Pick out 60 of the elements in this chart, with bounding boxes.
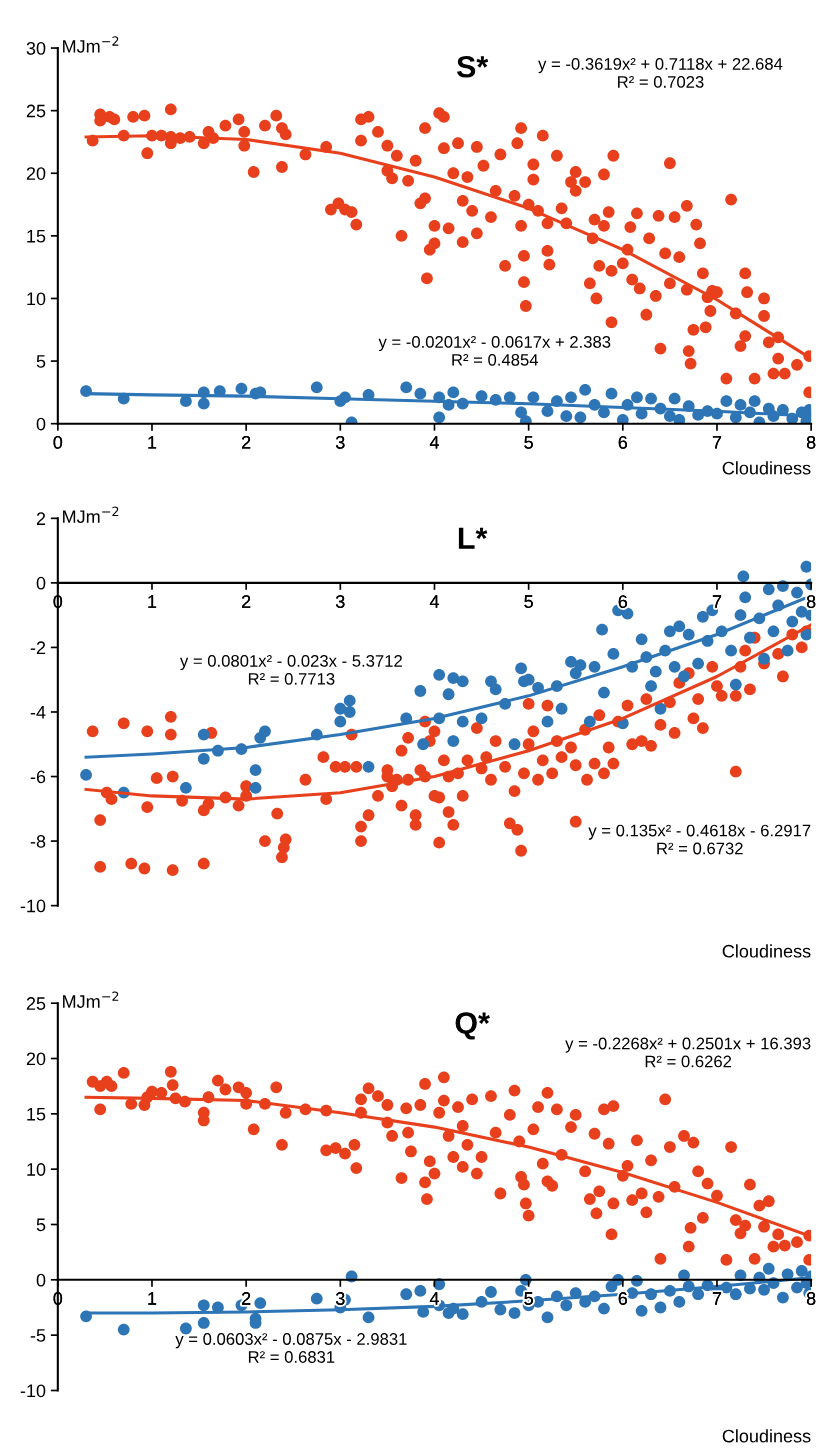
y-tick-label: 25 [26, 104, 46, 118]
chart-title: L* [458, 527, 488, 549]
x-tick-label: 2 [242, 1292, 251, 1305]
annotation: y = -0.3619x² + 0.7118x + 22.684 R² = 0.7023 [538, 58, 783, 88]
y-tick-label: 0 [36, 1273, 46, 1287]
x-tick-label: 6 [618, 595, 628, 608]
annotation: y = -0.0201x² - 0.0617x + 2.383 R² = 0.4854 [378, 336, 611, 366]
y-tick-label: -8 [30, 835, 46, 848]
x-axis-title: Cloudiness [722, 1429, 811, 1443]
x-tick-label: 3 [335, 435, 345, 449]
x-tick-label: 0 [53, 435, 63, 449]
y-tick-label: -6 [30, 770, 46, 784]
x-tick-label: 5 [524, 436, 533, 449]
y-tick-label: 10 [27, 1163, 46, 1176]
x-tick-label: 5 [524, 595, 533, 608]
y-tick-label: -10 [20, 899, 46, 913]
y-tick-label: 5 [36, 355, 46, 368]
annotation: y = -0.2268x² + 0.2501x + 16.393 R² = 0.6262 [565, 1037, 811, 1068]
x-tick-label: 7 [712, 595, 722, 608]
y-axis-title: MJm$^{−2}$ [63, 506, 119, 524]
y-tick-label: 30 [26, 41, 46, 55]
x-tick-label: 4 [429, 436, 439, 449]
y-tick-label: -4 [30, 706, 46, 719]
y-tick-label: -2 [30, 641, 46, 654]
x-tick-label: 7 [712, 1292, 722, 1305]
x-tick-label: 8 [806, 595, 816, 608]
x-tick-label: 2 [242, 435, 251, 449]
y-tick-label: 0 [36, 576, 46, 590]
x-tick-label: 6 [618, 435, 628, 449]
y-tick-label: 25 [26, 997, 46, 1010]
annotation: y = 0.0603x² - 0.0875x - 2.9831 R² = 0.6831 [175, 1333, 407, 1363]
y-tick-label: 2 [36, 512, 46, 525]
x-axis-title: Cloudiness [722, 944, 811, 958]
y-tick-label: 20 [26, 167, 46, 180]
y-tick-label: 10 [27, 292, 46, 306]
x-tick-label: 2 [242, 595, 251, 608]
y-tick-label: 5 [36, 1218, 46, 1232]
x-tick-label: 1 [148, 436, 157, 449]
y-tick-label: 15 [27, 1107, 46, 1121]
y-tick-label: 15 [27, 229, 46, 243]
annotation: y = 0.0801x² - 0.023x - 5.3712 R² = 0.7713 [179, 655, 402, 685]
y-axis-title: MJm$^{−2}$ [63, 36, 119, 53]
y-tick-label: 20 [26, 1052, 46, 1066]
x-tick-label: 3 [335, 595, 345, 608]
annotation: y = 0.135x² - 0.4618x - 6.2917 R² = 0.6732 [588, 824, 811, 855]
chart-title: Q* [455, 1012, 490, 1040]
x-tick-label: 4 [429, 595, 439, 608]
y-tick-label: -10 [20, 1384, 46, 1398]
y-tick-label: 0 [36, 417, 46, 431]
x-tick-label: 7 [712, 436, 722, 449]
x-tick-label: 1 [148, 595, 157, 608]
y-tick-label: -5 [30, 1329, 46, 1342]
x-tick-label: 8 [806, 435, 816, 449]
x-tick-label: 6 [618, 1292, 628, 1305]
x-axis-title: Cloudiness [722, 461, 811, 475]
x-tick-label: 8 [806, 1292, 816, 1305]
chart-title: S* [456, 55, 489, 78]
y-axis-title: MJm$^{−2}$ [63, 991, 119, 1008]
x-tick-label: 4 [429, 1292, 439, 1305]
x-tick-label: 1 [148, 1292, 157, 1305]
